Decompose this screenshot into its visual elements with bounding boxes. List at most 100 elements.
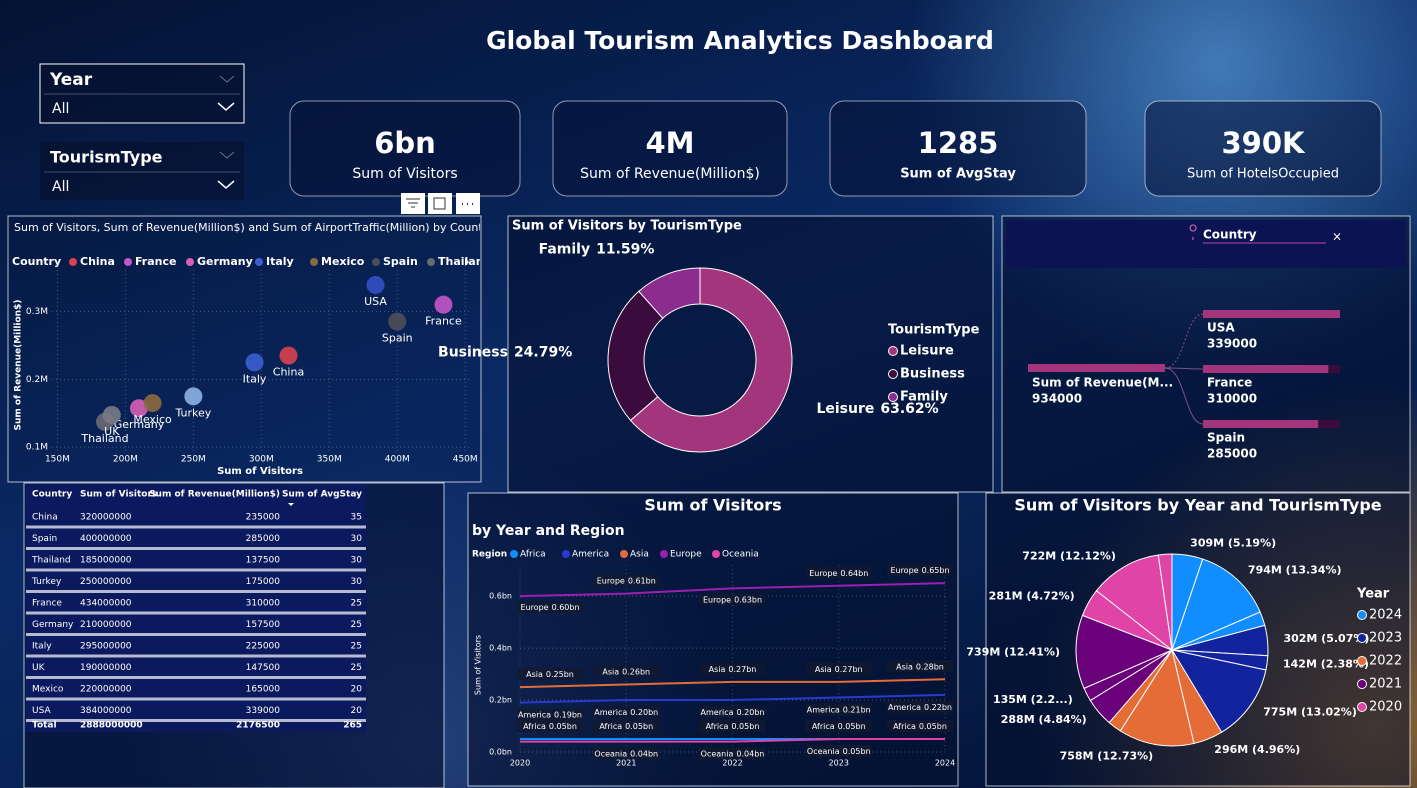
data-label: Africa 0.05bn	[812, 722, 866, 731]
table-cell: 30	[351, 577, 363, 587]
y-axis-title: Sum of Revenue(Million$)	[14, 300, 24, 431]
slicer-value[interactable]: All	[52, 101, 69, 117]
connector	[1164, 313, 1204, 369]
point-label: Germany	[114, 418, 165, 431]
scatter-chart: Sum of Visitors, Sum of Revenue(Million$…	[12, 221, 494, 477]
bar-category: USA	[1207, 321, 1235, 335]
slicer-box[interactable]	[40, 142, 244, 200]
data-label: 281M (4.72%)	[989, 590, 1075, 603]
data-label-name: Africa	[893, 722, 916, 731]
focus-icon[interactable]	[428, 193, 452, 214]
table-cell: 137500	[246, 556, 281, 566]
x-tick-label: 350M	[317, 455, 342, 465]
kpi-label: Sum of HotelsOccupied	[1187, 167, 1339, 182]
data-label-name: Oceania	[807, 747, 840, 756]
data-label: Asia 0.25bn	[526, 670, 574, 679]
data-label-value: 0.05bn	[549, 722, 577, 731]
donut-panel	[507, 215, 994, 493]
data-label-value: 0.27bn	[835, 664, 863, 673]
data-label-name: Asia	[709, 664, 726, 673]
legend-label: 2021	[1369, 677, 1402, 692]
total-cell: 2888000000	[80, 721, 143, 731]
data-label-name: Business	[438, 344, 508, 360]
x-tick-label: 300M	[249, 455, 274, 465]
x-axis-title: Sum of Visitors	[217, 466, 303, 477]
table-cell: 250000000	[80, 577, 132, 587]
table-cell: 25	[351, 663, 362, 673]
scatter-panel	[7, 215, 482, 483]
data-label: Africa 0.05bn	[599, 722, 653, 731]
data-label: Europe 0.64bn	[809, 568, 868, 577]
data-label-name: Asia	[602, 667, 619, 676]
slicer-collapse[interactable]	[219, 151, 235, 159]
table-cell: Mexico	[32, 685, 64, 695]
data-label-value: 0.65bn	[922, 566, 950, 575]
data-label: 775M (13.02%)	[1263, 706, 1357, 719]
data-label: Asia 0.27bn	[709, 664, 757, 673]
x-tick-label: 2023	[829, 759, 849, 768]
sort-indicator	[288, 503, 294, 506]
kpi-card	[552, 100, 788, 197]
legend-marker	[372, 258, 380, 266]
data-label-name: Africa	[523, 722, 546, 731]
label-bg	[593, 747, 660, 760]
slicer-dropdown[interactable]	[217, 102, 235, 111]
data-label-value: 0.26bn	[622, 667, 650, 676]
table-cell: 30	[351, 556, 363, 566]
legend-scroll	[465, 258, 469, 266]
legend-label: 2023	[1369, 631, 1402, 646]
data-label: America 0.19bn	[518, 710, 582, 719]
scatter-point	[102, 405, 121, 424]
legend-label: Leisure	[900, 344, 954, 359]
data-label-name: Leisure	[816, 401, 874, 417]
data-label: 309M (5.19%)	[1190, 536, 1276, 549]
root-bar	[1028, 364, 1165, 372]
kpi-label: Sum of AvgStay	[900, 167, 1016, 182]
table-cell: 20	[351, 706, 363, 716]
label-bg	[699, 720, 766, 733]
data-label-name: Europe	[809, 568, 837, 577]
chart-title: Sum of Visitors by TourismType	[512, 219, 742, 234]
table-cell: 320000000	[80, 513, 132, 523]
data-label-name: Europe	[520, 603, 548, 612]
table-cell: 220000000	[80, 685, 132, 695]
bar-value: 339000	[1207, 337, 1257, 351]
label-bg	[517, 668, 583, 681]
point-label: China	[273, 366, 304, 379]
kpi-label: Sum of Visitors	[352, 166, 457, 182]
kpi-value: 6bn	[374, 126, 436, 160]
table-cell: 165000	[246, 685, 281, 695]
x-tick-label: 400M	[385, 455, 410, 465]
slicer-box[interactable]	[39, 63, 245, 124]
legend-label: 2022	[1369, 654, 1402, 669]
filter-label: Country	[1203, 228, 1257, 242]
bar	[1203, 420, 1319, 428]
label-bg	[699, 706, 766, 719]
slicer-collapse[interactable]	[219, 75, 235, 83]
label-bg	[805, 745, 872, 758]
legend-label: Africa	[520, 550, 546, 560]
table-cell: Spain	[32, 534, 57, 544]
data-label: 288M (4.84%)	[1001, 713, 1087, 726]
slicer-dropdown[interactable]	[217, 180, 235, 189]
total-cell: 265	[343, 721, 362, 731]
data-label-value: 0.05bn	[625, 722, 653, 731]
scatter-point	[245, 353, 264, 372]
chart-title: Sum of Visitors, Sum of Revenue(Million$…	[14, 221, 494, 234]
legend-title: Year	[1356, 587, 1390, 602]
line	[519, 582, 946, 598]
table-cell: 339000	[246, 706, 281, 716]
data-label: 794M (13.34%)	[1248, 564, 1342, 577]
data-label: 758M (12.73%)	[1060, 749, 1154, 762]
data-label-value: 0.04bn	[736, 749, 764, 758]
kpi-card	[1144, 100, 1382, 197]
data-label: America 0.20bn	[594, 708, 658, 717]
x-tick-label: 2022	[722, 759, 742, 768]
legend-title: Country	[12, 255, 61, 268]
chart-title: Sum of Visitors by Year and TourismType	[1014, 496, 1381, 515]
slicer-value[interactable]: All	[52, 179, 69, 195]
data-label: Asia 0.28bn	[896, 662, 944, 671]
slicer-label: TourismType	[50, 148, 163, 167]
label-bg	[887, 700, 953, 713]
